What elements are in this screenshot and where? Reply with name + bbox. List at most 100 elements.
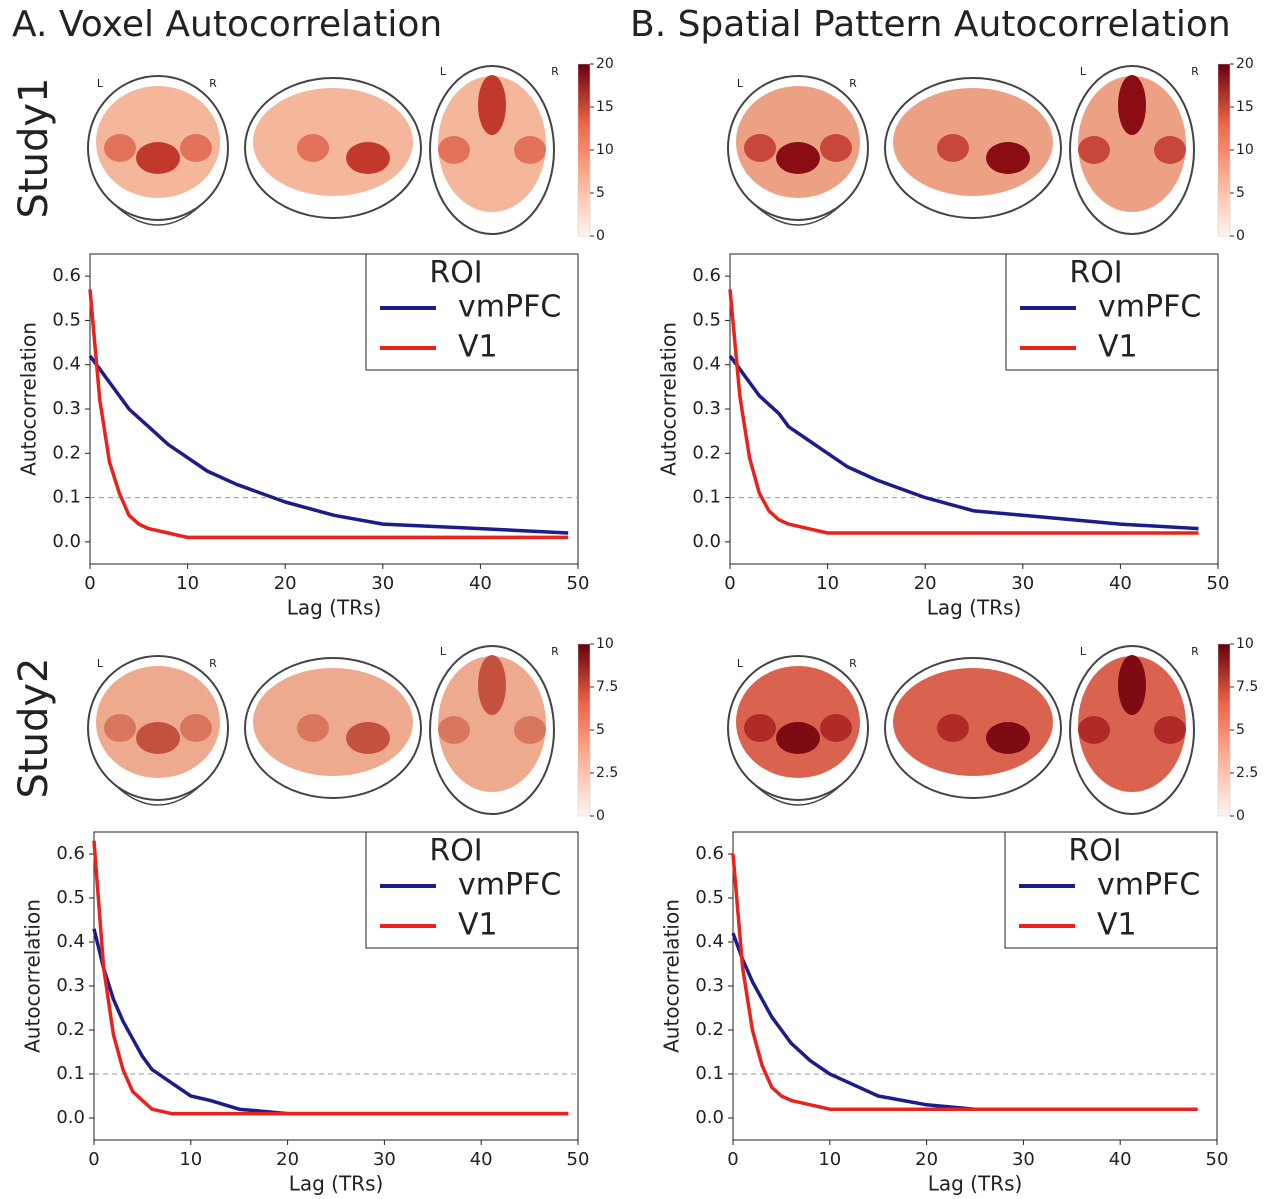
x-tick-label: 20 [274,573,297,594]
x-tick-label: 30 [1011,573,1034,594]
brain-activation [253,668,413,776]
y-tick-label: 0.1 [692,487,721,508]
orientation-label: L [737,657,744,670]
brain-activation [820,134,852,162]
y-tick-label: 0.5 [52,309,81,330]
x-tick-label: 30 [1012,1149,1035,1170]
x-tick-label: 50 [567,1149,590,1170]
brain-activation [893,88,1053,196]
column-title: A. Voxel Autocorrelation [12,4,442,45]
y-tick-label: 0.5 [695,887,724,908]
y-tick-label: 0.4 [692,354,721,375]
x-axis-label: Lag (TRs) [928,1172,1023,1196]
colorbar-tick-label: 2.5 [596,765,618,781]
brain-activation [820,714,852,742]
y-tick-label: 0.1 [56,1063,85,1084]
brain-activation [937,134,969,162]
brain-activation [776,142,820,174]
orientation-label: R [1191,65,1199,78]
x-tick-label: 50 [1207,573,1230,594]
y-tick-label: 0.2 [695,1019,724,1040]
orientation-label: R [849,77,857,90]
brain-activation [104,134,136,162]
brain-activation [297,714,329,742]
y-tick-label: 0.6 [52,265,81,286]
y-tick-label: 0.3 [695,975,724,996]
x-tick-label: 40 [469,573,492,594]
x-tick-label: 20 [914,573,937,594]
brain-activation [514,716,546,744]
orientation-label: L [1080,65,1087,78]
colorbar-tick-label: 5 [1236,722,1245,738]
colorbar [578,64,590,236]
brain-activation [180,134,212,162]
y-tick-label: 0.4 [56,931,85,952]
x-axis-label: Lag (TRs) [927,596,1022,620]
y-tick-label: 0.3 [52,398,81,419]
brain-activation [180,714,212,742]
y-axis-label: Autocorrelation [657,322,681,476]
y-tick-label: 0.0 [692,531,721,552]
legend-label: V1 [1098,330,1138,365]
brain-activation [776,722,820,754]
colorbar-tick-label: 15 [1236,99,1254,115]
legend-label: vmPFC [458,290,561,325]
y-tick-label: 0.0 [52,531,81,552]
legend-title: ROI [429,256,482,291]
orientation-label: R [1191,645,1199,658]
y-tick-label: 0.2 [692,442,721,463]
y-tick-label: 0.3 [56,975,85,996]
colorbar-tick-label: 5 [596,185,605,201]
colorbar-tick-label: 5 [596,722,605,738]
colorbar [1218,644,1230,816]
brain-activation [253,88,413,196]
colorbar [1218,64,1230,236]
brain-activation [744,134,776,162]
orientation-label: L [1080,645,1087,658]
colorbar-tick-label: 2.5 [1236,765,1258,781]
y-tick-label: 0.0 [56,1107,85,1128]
series-line [730,356,1199,529]
brain-activation [514,136,546,164]
colorbar-tick-label: 0 [596,808,605,824]
x-axis-label: Lag (TRs) [287,596,382,620]
brain-activation [893,668,1053,776]
legend-title: ROI [429,834,482,869]
legend-label: vmPFC [458,868,561,903]
row-label: Study2 [11,658,57,799]
x-tick-label: 0 [84,573,95,594]
orientation-label: R [209,657,217,670]
brain-activation [438,716,470,744]
brain-activation [937,714,969,742]
column-title: B. Spatial Pattern Autocorrelation [630,4,1231,45]
y-axis-label: Autocorrelation [660,899,684,1053]
orientation-label: L [97,657,104,670]
x-tick-label: 40 [470,1149,493,1170]
x-tick-label: 0 [88,1149,99,1170]
row-label: Study1 [11,78,57,219]
y-tick-label: 0.6 [695,843,724,864]
series-line [90,356,568,533]
orientation-label: L [440,645,447,658]
colorbar-tick-label: 7.5 [1236,679,1258,695]
brain-activation [1118,655,1146,715]
brain-activation [104,714,136,742]
colorbar-tick-label: 5 [1236,185,1245,201]
orientation-label: R [209,77,217,90]
brain-activation [297,134,329,162]
y-tick-label: 0.6 [56,843,85,864]
brain-activation [1078,136,1110,164]
orientation-label: L [97,77,104,90]
y-tick-label: 0.2 [52,442,81,463]
legend-title: ROI [1069,256,1122,291]
colorbar-tick-label: 10 [596,142,614,158]
brain-activation [1154,716,1186,744]
orientation-label: R [551,65,559,78]
brain-activation [1118,75,1146,135]
colorbar-tick-label: 7.5 [596,679,618,695]
y-tick-label: 0.5 [56,887,85,908]
colorbar-tick-label: 10 [1236,142,1254,158]
brain-activation [744,714,776,742]
x-tick-label: 10 [176,573,199,594]
colorbar-tick-label: 10 [596,636,614,652]
